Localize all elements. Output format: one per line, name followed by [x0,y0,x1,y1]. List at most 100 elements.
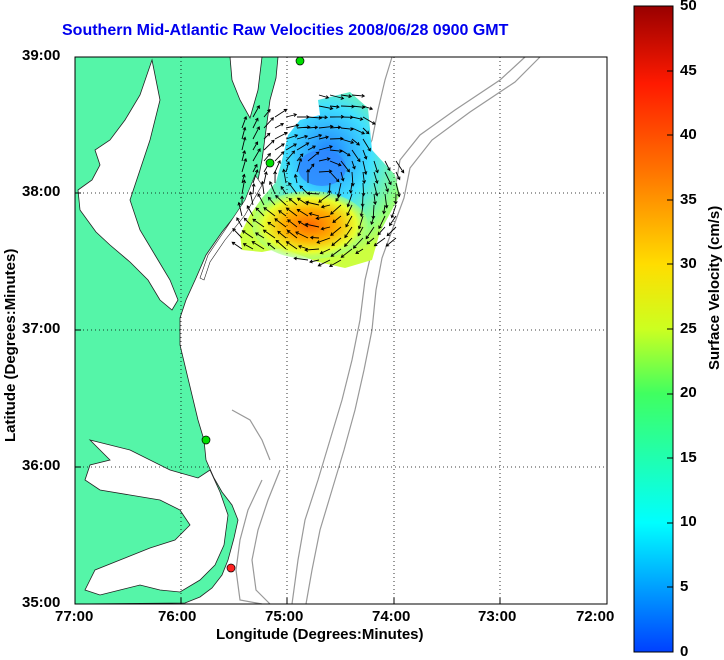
velocity-arrow [373,182,379,197]
velocity-arrow [340,127,354,132]
velocity-arrow [378,215,386,230]
velocity-arrow [285,113,298,118]
velocity-arrow [285,143,297,151]
velocity-arrow [278,210,287,217]
velocity-arrow [366,237,375,245]
velocity-arrow [274,122,285,129]
x-tick-label: 74:00 [372,608,411,625]
velocity-arrow [332,215,342,223]
velocity-arrow [346,193,353,208]
velocity-arrow [285,161,291,173]
velocity-arrow [251,241,265,250]
velocity-arrow [346,204,353,217]
velocity-arrow [318,145,333,151]
velocity-arrow [340,171,345,182]
velocity-arrow [389,215,397,227]
velocity-arrow [252,148,261,162]
velocity-arrow [274,143,285,151]
velocity-arrow [267,196,276,206]
velocity-arrow [263,152,271,162]
colorbar-tick-label: 15 [680,449,697,466]
velocity-arrow [277,230,287,239]
velocity-arrow [263,108,271,118]
velocity-arrow [275,239,287,250]
velocity-arrow [329,259,342,267]
velocity-arrow [293,256,309,261]
velocity-arrow [357,215,364,230]
velocity-arrow [285,241,298,250]
velocity-arrow [285,150,296,162]
velocity-arrow [373,193,377,206]
velocity-arrow [351,138,360,146]
velocity-arrow [384,160,391,172]
velocity-arrow [345,215,353,228]
y-axis-label: Latitude (Degrees:Minutes) [2,248,19,442]
velocity-arrow [344,237,353,247]
velocity-arrow [385,237,397,247]
velocity-arrow [395,182,401,198]
velocity-arrow [288,197,298,206]
x-tick-label: 72:00 [576,608,615,625]
velocity-arrow [243,217,254,228]
velocity-arrow [252,126,260,140]
velocity-arrow [365,226,375,240]
velocity-arrow [317,259,331,267]
velocity-arrow [319,248,331,255]
velocity-arrow [340,138,355,144]
velocity-arrow [263,117,274,129]
velocity-arrow [351,94,366,98]
velocity-arrow [285,134,299,140]
y-tick-label: 37:00 [22,320,61,337]
velocity-arrow [329,94,345,100]
velocity-arrow [352,237,364,249]
colorbar-tick-label: 40 [680,126,697,143]
bathymetry-contours [231,56,541,605]
velocity-arrow [344,226,353,239]
velocity-arrow [362,149,368,160]
colorbar [633,5,674,653]
colorbar-tick-label: 20 [680,384,697,401]
velocity-arrow [252,218,265,228]
velocity-arrow [362,160,368,176]
velocity-arrow [263,207,276,217]
velocity-arrow [307,125,319,130]
velocity-arrow [395,160,405,174]
velocity-arrow [297,220,309,228]
velocity-arrow [335,193,342,202]
velocity-arrow [269,180,276,195]
velocity-arrow [246,205,254,217]
velocity-arrow [351,116,364,121]
velocity-arrow [330,204,342,215]
x-tick-label: 75:00 [265,608,304,625]
velocity-arrow [280,185,287,195]
velocity-arrow [299,185,309,195]
velocity-arrow [316,237,331,244]
velocity-arrow [274,151,285,162]
velocity-arrow [340,248,353,258]
velocity-arrow [355,248,364,254]
colorbar-tick-label: 30 [680,255,697,272]
velocity-arrow [241,126,247,140]
station-marker [201,435,211,445]
velocity-arrow [274,132,288,140]
velocity-arrow [320,204,331,209]
velocity-arrow [329,171,340,183]
velocity-arrow [252,105,260,118]
map-title: Southern Mid-Atlantic Raw Velocities 200… [62,22,509,39]
velocity-arrow [267,221,276,228]
velocity-arrow [370,215,375,226]
velocity-arrow [288,182,298,195]
velocity-vectors [231,94,405,267]
velocity-arrow [285,123,300,129]
velocity-arrow [361,182,366,197]
velocity-arrow [241,179,247,195]
x-axis-label: Longitude (Degrees:Minutes) [216,626,424,643]
velocity-arrow [297,244,309,250]
velocity-arrow [296,153,304,162]
velocity-arrow [318,193,331,203]
velocity-arrow [304,248,320,252]
velocity-arrow [362,138,371,152]
velocity-arrow [262,229,276,239]
velocity-arrow [309,235,320,240]
velocity-arrow [362,116,376,125]
